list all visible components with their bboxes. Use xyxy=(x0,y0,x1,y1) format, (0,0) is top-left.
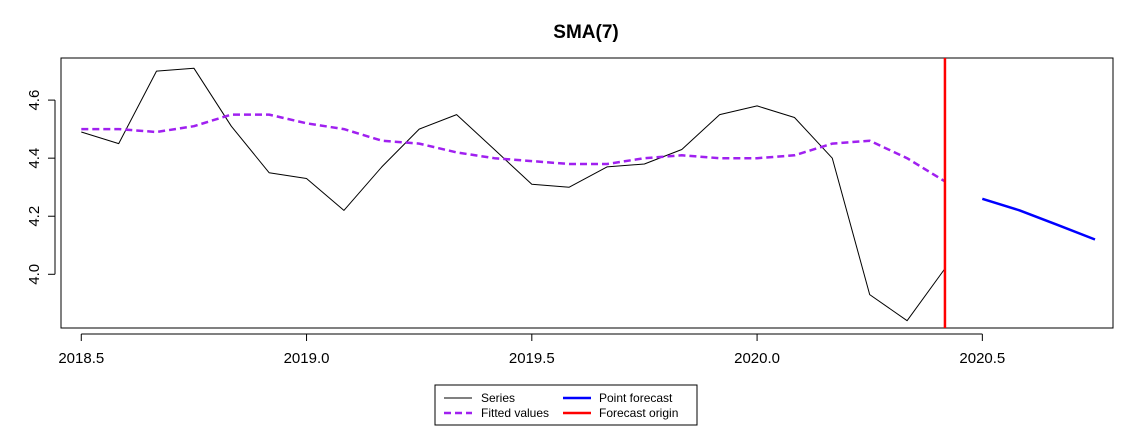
x-tick-label: 2019.0 xyxy=(284,350,330,367)
y-tick-label: 4.2 xyxy=(26,206,43,227)
plot-frame xyxy=(60,57,1114,329)
legend-label-fitted: Fitted values xyxy=(481,406,549,420)
legend-label-forecast: Point forecast xyxy=(599,391,673,405)
x-tick-label: 2019.5 xyxy=(509,350,555,367)
y-tick-label: 4.6 xyxy=(26,90,43,111)
chart-title: SMA(7) xyxy=(553,22,618,43)
legend: Series Fitted values Point forecast Fore… xyxy=(434,384,698,426)
x-tick-label: 2020.0 xyxy=(734,350,780,367)
axis-layer: 2018.5 2019.0 2019.5 2020.0 2020.5 4.0 4.2 4.4 4… xyxy=(26,90,1005,367)
y-tick-label: 4.4 xyxy=(26,148,43,169)
series-line-series xyxy=(81,67,946,322)
x-tick-label: 2020.5 xyxy=(959,350,1005,367)
y-tick-label: 4.0 xyxy=(26,264,43,285)
legend-label-series: Series xyxy=(481,391,515,405)
series-line-fitted xyxy=(81,113,946,183)
legend-box xyxy=(434,384,698,426)
plot-layer xyxy=(81,58,1096,328)
x-tick-label: 2018.5 xyxy=(58,350,104,367)
series-line-forecast xyxy=(981,197,1096,241)
legend-label-origin: Forecast origin xyxy=(599,406,678,420)
